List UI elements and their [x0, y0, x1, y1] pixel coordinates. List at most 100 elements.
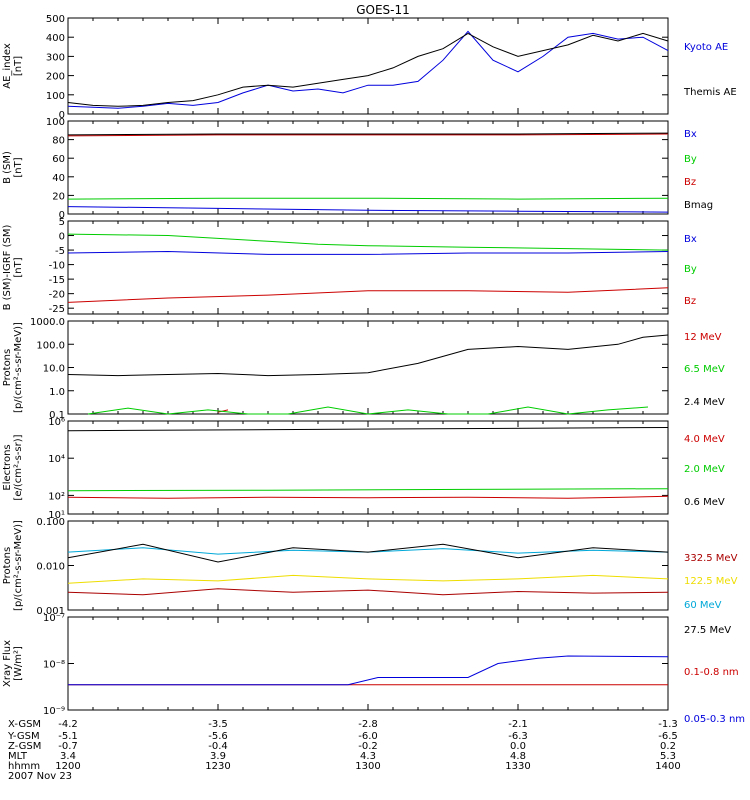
x-row-value: 1230: [205, 761, 230, 772]
y-tick-label: 0.100: [36, 517, 65, 528]
y-tick-label: 10.0: [43, 364, 65, 375]
y-tick-label: -5: [55, 246, 65, 257]
legend-entry: 332.5 MeV: [684, 553, 738, 564]
legend-entry: 2.0 MeV: [684, 464, 725, 475]
y-tick-label: 60: [52, 154, 65, 165]
panel-frame: [67, 17, 669, 115]
x-row-value: 0.2: [660, 741, 676, 752]
x-row-value: 0.0: [510, 741, 526, 752]
y-tick-label: 10¹: [48, 510, 65, 521]
x-row-value: -2.8: [358, 719, 378, 730]
y-tick-label: 5: [59, 217, 65, 228]
panel-frame: [67, 420, 669, 515]
y-axis-label: [nT]: [13, 157, 24, 177]
y-axis-label: [nT]: [13, 56, 24, 76]
y-tick-label: 500: [46, 14, 65, 25]
x-row-label: MLT: [8, 751, 28, 762]
legend-entry: 60 MeV: [684, 600, 722, 611]
panel-frame: [67, 616, 669, 711]
x-row-value: 3.9: [210, 751, 226, 762]
panel-protons_lo: 0.001 0.010 0.100 Protons [p/(cm²-s-sr-MeV)]…: [2, 517, 738, 636]
y-tick-label: 0.1: [49, 410, 65, 421]
y-tick-label: 0: [59, 232, 65, 243]
x-row-value: -6.5: [658, 731, 678, 742]
x-row-value: 1330: [505, 761, 530, 772]
y-tick-label: 10⁻⁸: [43, 660, 65, 671]
series-line: [67, 547, 669, 555]
series-line: [67, 206, 669, 213]
panel-protons_hi: 0.1 1.0 10.0 100.0 1000.0 Protons [p/(cm²-s-sr…: [2, 317, 725, 421]
y-tick-label: 1000.0: [30, 317, 65, 328]
y-tick-label: 200: [46, 72, 65, 83]
y-axis-label: Xray Flux: [2, 640, 13, 687]
series-line: [67, 233, 669, 251]
y-axis-label: Protons: [2, 547, 13, 584]
legend-entry: Bx: [684, 129, 697, 140]
series-line: [67, 574, 669, 584]
y-tick-label: 40: [52, 173, 65, 184]
legend-entry: 12 MeV: [684, 332, 722, 343]
y-tick-label: 10⁻⁹: [43, 706, 65, 717]
y-tick-label: 10⁶: [48, 417, 65, 428]
y-tick-label: 1.0: [49, 387, 65, 398]
legend-entry: Bx: [684, 234, 697, 245]
y-tick-label: 10⁻⁷: [43, 613, 65, 624]
y-tick-label: -15: [49, 275, 65, 286]
legend-entry: Bz: [684, 177, 696, 188]
y-axis-label: Electrons: [2, 444, 13, 490]
x-row-value: 4.3: [360, 751, 376, 762]
y-axis-label: [nT]: [13, 257, 24, 277]
legend-entry: 2.4 MeV: [684, 397, 725, 408]
panel-frame: [67, 320, 669, 415]
x-row-value: -6.3: [508, 731, 528, 742]
legend-entry: Themis AE: [683, 87, 737, 98]
panel-bdiff: -25 -20 -15 -10 -5 0 5 B (SM)-IGRF (SM) [nT] Bx By…: [2, 217, 697, 315]
x-row-value: -5.6: [208, 731, 228, 742]
x-row-value: -3.5: [208, 719, 228, 730]
series-line: [67, 495, 669, 499]
legend-entry: 122.5 MeV: [684, 576, 738, 587]
series-line: [67, 588, 669, 596]
series-line: [67, 250, 669, 255]
y-axis-label: [p/(cm²-s-sr-MeV)]: [13, 322, 24, 413]
x-row-value: -0.7: [58, 741, 78, 752]
y-tick-label: 80: [52, 136, 65, 147]
series-line: [67, 287, 669, 303]
legend-entry: 0.05-0.3 nm: [684, 714, 745, 725]
x-row-value: 1200: [55, 761, 80, 772]
legend-entry: Bz: [684, 296, 696, 307]
chart-title: GOES-11: [356, 3, 410, 17]
legend-entry: 4.0 MeV: [684, 434, 725, 445]
y-axis-label: B (SM)-IGRF (SM): [2, 225, 13, 311]
y-axis-label: AE_index: [2, 43, 13, 89]
y-tick-label: -25: [49, 304, 65, 315]
y-tick-label: 10⁴: [48, 454, 65, 465]
x-row-value: -1.3: [658, 719, 678, 730]
y-axis-label: B (SM): [2, 151, 13, 184]
y-tick-label: 100: [46, 91, 65, 102]
y-tick-label: 10²: [48, 491, 65, 502]
series-line: [68, 655, 669, 686]
legend-entry: Kyoto AE: [684, 42, 728, 53]
x-row-label: Z-GSM: [8, 741, 41, 752]
y-tick-label: 100.0: [36, 340, 65, 351]
x-row-label: X-GSM: [8, 719, 41, 730]
x-row-value: -5.1: [58, 731, 78, 742]
y-tick-label: 300: [46, 52, 65, 63]
panel-ae: 0 100 200 300 400 500 AE_index [nT] Kyoto AE Them…: [2, 14, 737, 121]
y-tick-label: 20: [52, 191, 65, 202]
y-tick-label: 400: [46, 33, 65, 44]
x-row-value: 3.4: [60, 751, 76, 762]
x-row-value: 1400: [655, 761, 680, 772]
series-line: [67, 132, 669, 136]
y-tick-label: 0.001: [36, 606, 65, 617]
y-tick-label: 0: [59, 210, 65, 221]
panel-bsm: 0 20 40 60 80 100 B (SM) [nT] Bx By Bz Bmag: [2, 117, 713, 221]
y-tick-label: 100: [46, 117, 65, 128]
series-line: [67, 427, 669, 432]
legend-entry: By: [684, 264, 697, 275]
series-line: [67, 133, 669, 137]
series-line: [67, 30, 669, 109]
y-axis-label: [W/m²]: [13, 646, 24, 681]
panel-electrons: 10¹ 10² 10⁴ 10⁶ Electrons [e/(cm²-s-sr)] 4.0 M…: [2, 417, 725, 521]
